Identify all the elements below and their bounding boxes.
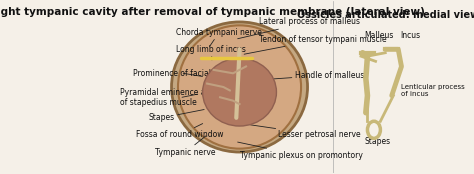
Ellipse shape [202, 58, 276, 126]
Text: Tympanic nerve: Tympanic nerve [155, 136, 216, 157]
Text: Fossa of round window: Fossa of round window [136, 124, 223, 139]
Text: Lesser petrosal nerve: Lesser petrosal nerve [251, 125, 361, 139]
Text: Lateral process of malleus: Lateral process of malleus [237, 17, 360, 39]
Text: Lenticular process
of incus: Lenticular process of incus [401, 84, 465, 97]
Ellipse shape [178, 25, 301, 149]
Text: Handle of malleus: Handle of malleus [257, 70, 364, 80]
Text: Prominence of facial canal: Prominence of facial canal [133, 69, 234, 78]
Text: Stapes: Stapes [364, 137, 391, 146]
Text: Pyramidal eminence and tendon
of stapedius muscle: Pyramidal eminence and tendon of stapedi… [120, 88, 244, 107]
Text: Malleus: Malleus [364, 31, 393, 40]
Ellipse shape [172, 22, 308, 152]
Text: Stapes: Stapes [149, 109, 204, 122]
Text: Tympanic plexus on promontory: Tympanic plexus on promontory [237, 142, 363, 160]
Text: Long limb of incus: Long limb of incus [176, 45, 246, 60]
Text: Ossicles articulated: medial view: Ossicles articulated: medial view [298, 10, 474, 20]
Text: Incus: Incus [400, 31, 420, 40]
Text: Right tympanic cavity after removal of tympanic membrane (lateral view): Right tympanic cavity after removal of t… [0, 7, 425, 17]
Text: Tendon of tensor tympani muscle: Tendon of tensor tympani muscle [244, 35, 387, 54]
Text: Chorda tympani nerve: Chorda tympani nerve [176, 28, 262, 46]
